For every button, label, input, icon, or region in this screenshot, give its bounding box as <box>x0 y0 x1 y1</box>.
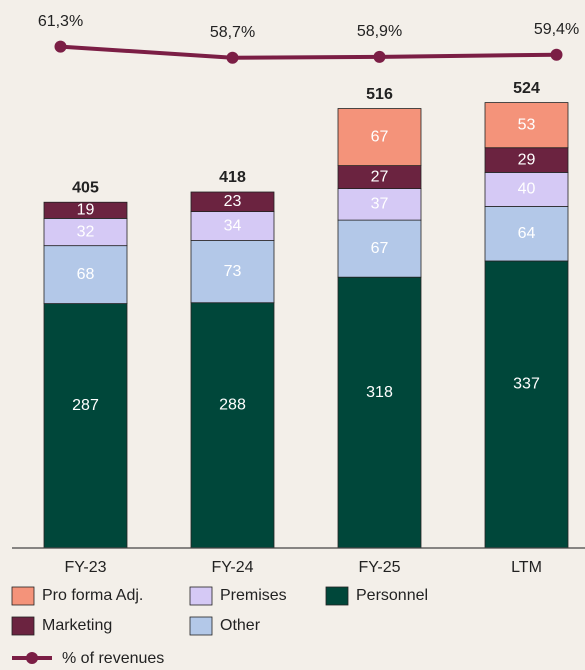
legend-label: Other <box>220 617 261 634</box>
value-label: 27 <box>371 168 389 185</box>
total-label: 524 <box>513 80 540 97</box>
bar-segment <box>190 191 275 212</box>
value-label: 287 <box>72 397 99 414</box>
legend-swatch <box>189 616 213 636</box>
value-label: 318 <box>366 384 393 401</box>
value-label: 34 <box>224 217 242 234</box>
bar-segment <box>337 219 422 278</box>
value-label: 288 <box>219 397 246 414</box>
bar-segment <box>43 201 128 219</box>
x-tick-label: FY-23 <box>64 559 106 576</box>
value-label: 32 <box>77 223 95 240</box>
bar-segment <box>484 172 569 207</box>
line-label: 58,9% <box>357 23 402 40</box>
bar-segment <box>43 245 128 304</box>
legend-line-point <box>26 652 38 664</box>
bar-segment <box>190 240 275 304</box>
value-label: 19 <box>77 202 95 219</box>
value-label: 68 <box>77 266 95 283</box>
line-point <box>54 40 67 53</box>
bar-segment <box>43 218 128 247</box>
value-label: 53 <box>518 116 536 133</box>
bar-segment <box>43 303 128 549</box>
line-point <box>226 51 239 64</box>
line <box>60 44 557 60</box>
legend-swatch <box>11 586 35 606</box>
legend-swatch <box>11 616 35 636</box>
bar-segment <box>337 108 422 167</box>
bar-segment <box>337 188 422 221</box>
line-label: 61,3% <box>38 13 83 30</box>
legend-swatch <box>325 586 349 606</box>
total-label: 516 <box>366 86 393 103</box>
total-label: 418 <box>219 169 246 186</box>
legend-label: Pro forma Adj. <box>42 587 143 604</box>
line-point <box>550 48 563 61</box>
bar-segment <box>484 102 569 149</box>
x-tick-label: FY-24 <box>211 559 253 576</box>
value-label: 23 <box>224 193 242 210</box>
value-label: 64 <box>518 225 536 242</box>
x-tick-label: FY-25 <box>358 559 400 576</box>
value-label: 67 <box>371 240 389 257</box>
value-label: 67 <box>371 128 389 145</box>
total-label: 405 <box>72 179 99 196</box>
legend-label: Marketing <box>42 617 112 634</box>
bar-segment <box>484 147 569 173</box>
bar-segment <box>484 260 569 549</box>
line-label: 59,4% <box>534 21 579 38</box>
value-label: 73 <box>224 263 242 280</box>
line-label: 58,7% <box>210 24 255 41</box>
bar-segment <box>190 302 275 549</box>
value-label: 29 <box>518 151 536 168</box>
legend-swatch <box>189 586 213 606</box>
bar-segment <box>484 206 569 262</box>
legend-label: % of revenues <box>62 650 164 667</box>
x-tick-label: LTM <box>511 559 542 576</box>
bar-segment <box>190 211 275 241</box>
value-label: 337 <box>513 376 540 393</box>
legend-label: Premises <box>220 587 287 604</box>
legend-label: Personnel <box>356 587 428 604</box>
line-point <box>373 50 386 63</box>
bar-segment <box>337 276 422 549</box>
value-label: 37 <box>371 196 389 213</box>
value-label: 40 <box>518 181 536 198</box>
